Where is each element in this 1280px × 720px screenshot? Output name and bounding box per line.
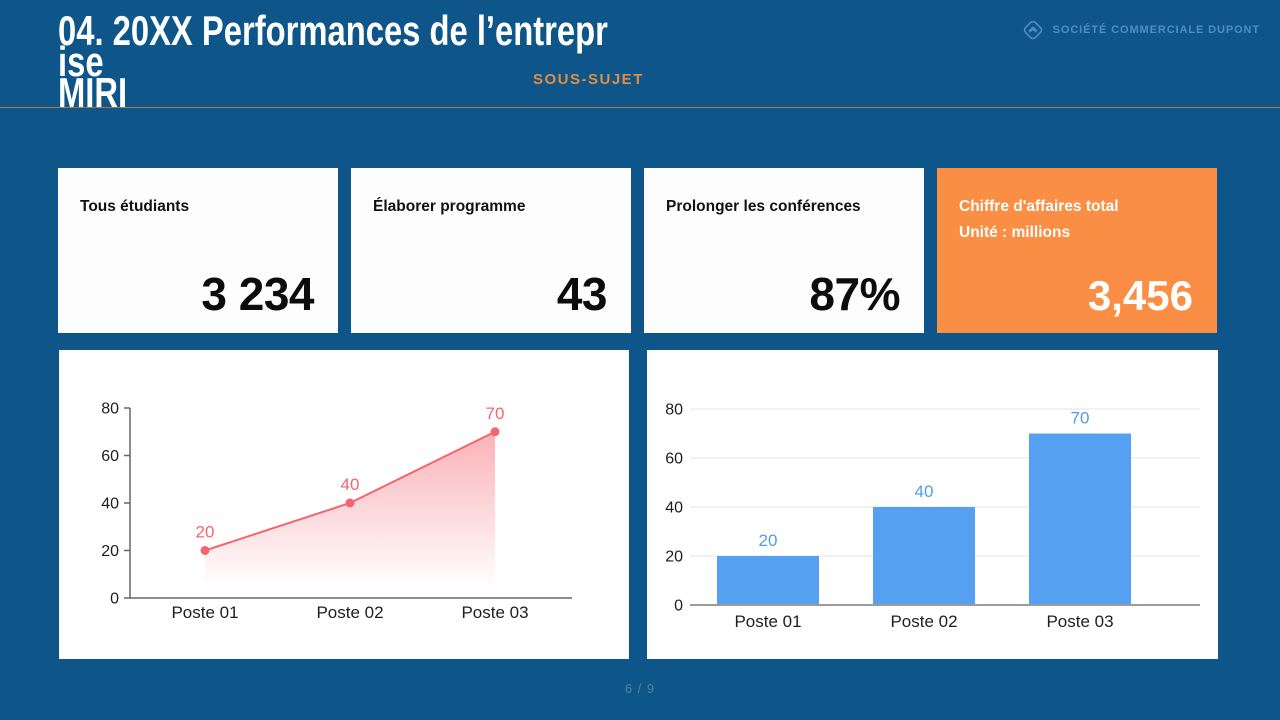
svg-text:70: 70	[1071, 409, 1090, 428]
company-logo: SOCIÉTÉ COMMERCIALE DUPONT	[1021, 18, 1260, 42]
line-series	[200, 427, 500, 555]
svg-text:70: 70	[486, 404, 505, 423]
stat-card-value: 87%	[809, 268, 900, 320]
stat-card-revenue: Chiffre d'affaires total Unité : million…	[937, 168, 1217, 333]
stat-card-conferences: Prolonger les conférences 87%	[644, 168, 924, 333]
svg-text:Poste 03: Poste 03	[461, 603, 528, 622]
x-tick-labels: Poste 01 Poste 02 Poste 03	[734, 612, 1113, 631]
svg-text:40: 40	[101, 496, 119, 513]
slide-subtitle: SOUS-SUJET	[533, 71, 644, 88]
svg-text:Poste 02: Poste 02	[316, 603, 383, 622]
stat-card-label-line1: Chiffre d'affaires total	[959, 198, 1119, 215]
title-line-3: MIRI	[58, 69, 128, 116]
stat-card-label: Élaborer programme	[373, 198, 526, 215]
stat-card-value: 43	[556, 268, 608, 320]
slide-footer: 6 / 9	[0, 681, 1280, 696]
stat-card-students: Tous étudiants 3 234	[58, 168, 338, 333]
stat-cards-row: Tous étudiants 3 234 Élaborer programme …	[58, 168, 1217, 333]
svg-text:80: 80	[665, 402, 683, 419]
header-divider	[0, 107, 1280, 108]
stat-card-label-line2: Unité : millions	[959, 224, 1071, 241]
line-chart: 0 20 40 60 80 20 40 70 Poste 01 Poste 02 Poste 03	[101, 401, 572, 622]
svg-text:20: 20	[196, 523, 215, 542]
stat-card-label: Prolonger les conférences	[666, 198, 861, 215]
svg-text:20: 20	[759, 531, 778, 550]
svg-text:40: 40	[665, 500, 683, 517]
data-labels: 20 40 70	[759, 409, 1090, 551]
stat-card-label: Chiffre d'affaires total Unité : million…	[959, 194, 1193, 246]
x-tick-labels: Poste 01 Poste 02 Poste 03	[171, 603, 528, 622]
stat-card-program: Élaborer programme 43	[351, 168, 631, 333]
title-line-1: 04. 20XX Performances de l’entrepr	[58, 7, 608, 54]
slide-title: 04. 20XX Performances de l’entrepr ise M…	[58, 7, 608, 116]
bar-chart-panel: 0 20 40 60 80 20 40 70 Poste 01 Poste 02 Poste 03	[647, 350, 1218, 659]
svg-text:Poste 01: Poste 01	[171, 603, 238, 622]
bar-chart: 0 20 40 60 80 20 40 70 Poste 01 Poste 02 Poste 03	[665, 402, 1200, 631]
bars	[717, 433, 1131, 605]
svg-text:60: 60	[101, 448, 119, 465]
area-fill	[205, 431, 495, 598]
svg-text:0: 0	[674, 598, 683, 615]
diamond-chevron-icon	[1023, 20, 1042, 40]
y-tick-labels: 0 20 40 60 80	[101, 401, 119, 608]
svg-text:0: 0	[110, 591, 119, 608]
svg-text:60: 60	[665, 451, 683, 468]
stat-card-value: 3 234	[201, 268, 314, 320]
company-logo-text: SOCIÉTÉ COMMERCIALE DUPONT	[1052, 24, 1260, 36]
svg-text:Poste 02: Poste 02	[890, 612, 957, 631]
svg-text:40: 40	[341, 475, 360, 494]
data-labels: 20 40 70	[196, 404, 505, 542]
page-indicator: 6 / 9	[624, 681, 656, 696]
stat-card-value: 3,456	[1087, 272, 1193, 319]
axes	[124, 407, 572, 599]
svg-text:Poste 03: Poste 03	[1046, 612, 1113, 631]
title-line-2: ise	[58, 38, 104, 85]
line-chart-panel: 0 20 40 60 80 20 40 70 Poste 01 Poste 02 Poste 03	[59, 350, 629, 659]
svg-text:20: 20	[101, 543, 119, 560]
svg-text:40: 40	[915, 482, 934, 501]
svg-text:80: 80	[101, 401, 119, 418]
svg-text:Poste 01: Poste 01	[734, 612, 801, 631]
y-tick-labels: 0 20 40 60 80	[665, 402, 683, 615]
stat-card-label: Tous étudiants	[80, 198, 190, 215]
svg-text:20: 20	[665, 549, 683, 566]
